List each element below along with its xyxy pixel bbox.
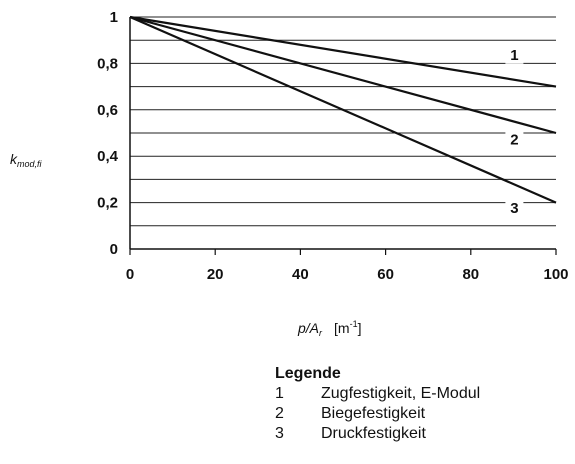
y-tick-label: 0,2 [97,195,118,212]
x-tick-label: 100 [543,266,568,283]
x-axis-label-unit: [m [334,320,350,336]
y-axis-label-main: k [10,151,18,167]
series-label-3: 3 [510,200,518,217]
y-tick-label: 0,8 [97,55,118,72]
legend-item-number: 2 [275,405,284,422]
series-labels: 1 2 3 [505,45,524,217]
legend-item-number: 3 [275,425,284,442]
x-axis-label-unit-sup: -1 [350,319,358,329]
x-axis-label-sub: r [319,328,323,338]
y-axis-label: kmod,fi [10,151,43,169]
series-label-bg [505,198,524,217]
x-axis-label-main: p/A [297,320,319,336]
legend-item-text: Zugfestigkeit, E-Modul [321,385,481,402]
legend-item: 1 Zugfestigkeit, E-Modul [275,384,480,404]
y-tick-label: 0,4 [97,148,119,165]
y-tick-label: 1 [110,9,118,26]
legend-title: Legende [275,365,341,382]
legend-item-number: 1 [275,385,284,402]
x-axis-label-unit-close: ] [358,320,362,336]
x-axis-label: p/Ar [m-1] [297,319,361,338]
y-tick-label: 0 [110,241,118,258]
x-tick-label: 40 [292,266,309,283]
y-tick-labels: 0 0,2 0,4 0,6 0,8 1 [97,9,119,258]
y-axis-label-sub: mod,fi [17,159,43,169]
series-line-1 [129,15,557,88]
series-label-bg [505,130,524,149]
y-tick-label: 0,6 [97,102,118,119]
series-label-bg [505,45,524,64]
legend-item: 3 Druckfestigkeit [275,424,480,444]
series-line-3 [129,15,557,204]
axes [129,17,557,255]
legend-item-text: Druckfestigkeit [321,425,426,442]
grid [130,16,556,227]
x-tick-label: 0 [126,266,134,283]
series-label-2: 2 [510,131,518,148]
x-tick-label: 20 [207,266,224,283]
legend-item: 2 Biegefestigkeit [275,404,480,424]
x-tick-label: 60 [377,266,394,283]
series-lines [129,15,557,204]
x-tick-label: 80 [462,266,479,283]
series-line-2 [129,15,557,135]
legend-item-text: Biegefestigkeit [321,405,426,422]
x-tick-labels: 0 20 40 60 80 100 [126,266,569,283]
series-label-1: 1 [510,47,518,64]
legend: Legende 1 Zugfestigkeit, E-Modul 2 Biege… [275,364,480,444]
chart: 0 20 40 60 80 100 00,20,40,60,81 123 kmod,fi … [10,9,569,338]
